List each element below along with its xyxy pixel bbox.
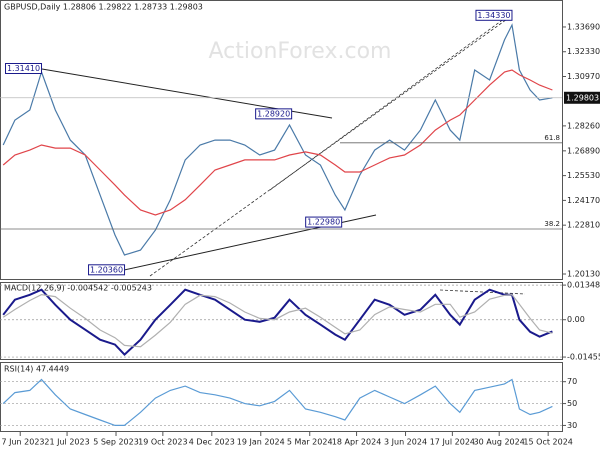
x-tick-label: 3 Jun 2024 bbox=[384, 438, 427, 447]
y-tick-label: 1.28260 bbox=[567, 121, 600, 130]
x-tick-label: 19 Jan 2024 bbox=[237, 438, 285, 447]
price-label-box bbox=[305, 216, 343, 228]
x-tick-label: 21 Jul 2023 bbox=[44, 438, 89, 447]
last-price-box bbox=[564, 91, 600, 104]
series-line bbox=[2, 23, 553, 256]
price-label: 1.22980 bbox=[307, 218, 340, 227]
fib-label: 38.2 bbox=[544, 220, 560, 228]
x-tick-label: 7 Jun 2023 bbox=[1, 438, 44, 447]
y-tick-label: 70 bbox=[567, 377, 577, 386]
rsi-title: RSI(14) 47.4449 bbox=[4, 365, 69, 374]
x-tick-label: 4 Dec 2023 bbox=[189, 438, 235, 447]
series-line bbox=[2, 69, 553, 216]
x-tick-label: 18 Apr 2024 bbox=[332, 438, 381, 447]
y-tick-label: 1.26890 bbox=[567, 146, 600, 155]
fib-label: 61.8 bbox=[544, 134, 560, 142]
series-line bbox=[2, 378, 553, 426]
x-tick-label: 5 Mar 2024 bbox=[287, 438, 333, 447]
y-tick-label: 30 bbox=[567, 421, 577, 430]
y-tick-label: 1.25530 bbox=[567, 171, 600, 180]
last-price-label: 1.29803 bbox=[566, 93, 599, 102]
y-tick-label: 50 bbox=[567, 399, 577, 408]
price-label: 1.20360 bbox=[90, 265, 123, 274]
x-tick-label: 17 Jul 2024 bbox=[430, 438, 475, 447]
main-panel bbox=[0, 0, 563, 280]
y-tick-label: 0.013489 bbox=[567, 281, 600, 290]
x-tick-label: 5 Sep 2023 bbox=[93, 438, 139, 447]
y-tick-label: 1.30970 bbox=[567, 72, 600, 81]
macd-trendline bbox=[439, 289, 526, 295]
y-tick-label: 1.20130 bbox=[567, 269, 600, 278]
price-label-box bbox=[88, 264, 126, 276]
x-tick-label: 30 Aug 2024 bbox=[474, 438, 525, 447]
chart-title: GBPUSD,Daily 1.28806 1.29822 1.28733 1.2… bbox=[4, 3, 203, 12]
x-tick-label: 19 Oct 2023 bbox=[138, 438, 187, 447]
watermark: ActionForex.com bbox=[209, 39, 392, 64]
macd-title: MACD(12,26,9) -0.004542 -0.005243 bbox=[4, 284, 152, 293]
channel-line bbox=[149, 16, 511, 277]
rsi-panel bbox=[0, 362, 563, 432]
x-tick-label: 15 Oct 2024 bbox=[523, 438, 572, 447]
price-label-box bbox=[475, 9, 513, 21]
y-tick-label: 1.22810 bbox=[567, 221, 600, 230]
price-label-box bbox=[5, 62, 43, 74]
price-label-box bbox=[255, 108, 293, 120]
price-label: 1.31410 bbox=[7, 64, 40, 73]
series-line bbox=[2, 288, 553, 357]
macd-panel bbox=[0, 282, 563, 360]
price-label: 1.34330 bbox=[477, 11, 510, 20]
y-tick-label: -0.014554 bbox=[567, 353, 600, 362]
price-label: 1.28920 bbox=[257, 109, 290, 118]
y-tick-label: 1.33690 bbox=[567, 22, 600, 31]
y-tick-label: 1.32330 bbox=[567, 47, 600, 56]
series-line bbox=[2, 293, 553, 348]
y-tick-label: 0.00 bbox=[567, 315, 585, 324]
y-tick-label: 1.24170 bbox=[567, 196, 600, 205]
